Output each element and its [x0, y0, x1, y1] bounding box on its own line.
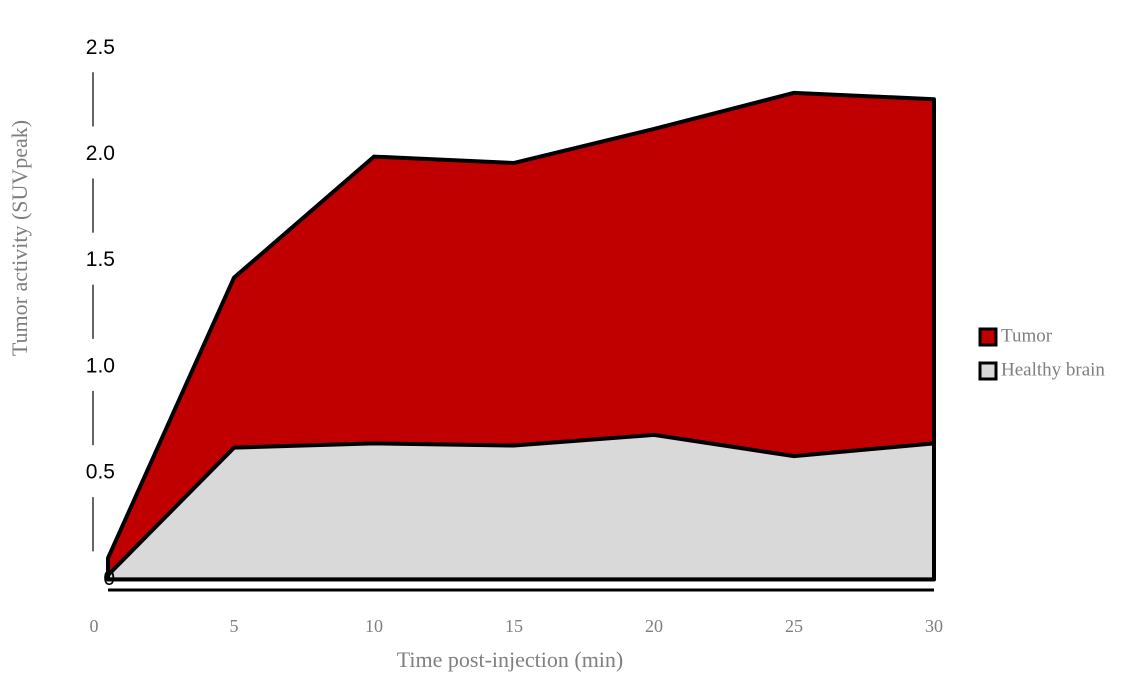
legend-swatch — [978, 327, 998, 347]
legend-label: Tumor — [1001, 325, 1053, 346]
y-tick-label: 0.5 — [86, 461, 115, 484]
x-tick-label: 20 — [645, 616, 663, 636]
y-tick-label: 2.0 — [86, 142, 115, 165]
y-tick-label: 0 — [103, 567, 115, 590]
x-tick-label: 0 — [90, 616, 99, 636]
area — [106, 432, 936, 582]
x-tick-label: 10 — [365, 616, 383, 636]
y-axis-title: Tumor activity (SUVpeak) — [7, 120, 32, 356]
y-tick-label: 1.5 — [86, 248, 115, 271]
x-tick-label: 15 — [505, 616, 523, 636]
y-tick-label: 2.5 — [86, 36, 115, 59]
y-tick-label: 1.0 — [86, 354, 115, 377]
x-tick-label: 5 — [230, 616, 239, 636]
x-tick-label: 25 — [785, 616, 803, 636]
x-axis-title: Time post-injection (min) — [397, 647, 624, 672]
legend-label: Healthy brain — [1001, 359, 1105, 380]
legend-swatch — [978, 361, 998, 381]
x-tick-label: 30 — [925, 616, 943, 636]
